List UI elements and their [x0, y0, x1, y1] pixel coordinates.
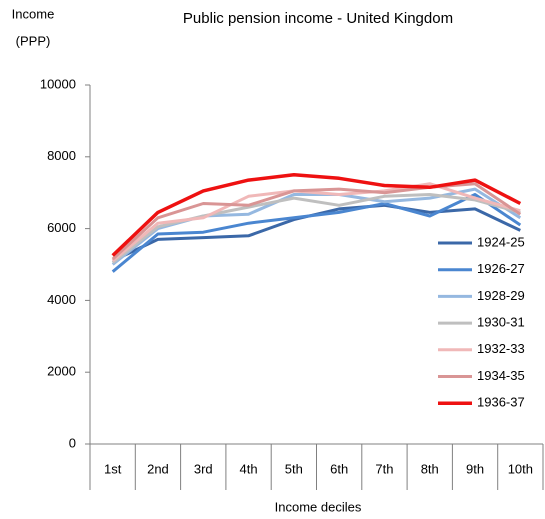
y-tick-label: 0 — [69, 435, 76, 450]
x-tick-label: 8th — [421, 461, 439, 476]
x-tick-label: 2nd — [147, 461, 169, 476]
legend-label: 1930-31 — [477, 315, 525, 330]
chart-title: Public pension income - United Kingdom — [183, 10, 453, 27]
legend-label: 1926-27 — [477, 261, 525, 276]
y-tick-label: 8000 — [47, 148, 76, 163]
x-tick-label: 6th — [330, 461, 348, 476]
legend-label: 1934-35 — [477, 368, 525, 383]
x-tick-label: 5th — [285, 461, 303, 476]
x-tick-label: 1st — [104, 461, 122, 476]
x-tick-label: 4th — [240, 461, 258, 476]
x-axis-label: Income deciles — [275, 499, 362, 514]
series-line — [111, 193, 522, 273]
x-tick-label: 10th — [508, 461, 533, 476]
legend-label: 1924-25 — [477, 234, 525, 249]
y-axis-label: (PPP) — [16, 33, 51, 48]
legend-label: 1928-29 — [477, 288, 525, 303]
y-axis-label: Income — [12, 6, 55, 21]
x-tick-label: 9th — [466, 461, 484, 476]
y-tick-label: 10000 — [40, 76, 76, 91]
x-tick-label: 7th — [375, 461, 393, 476]
y-tick-label: 2000 — [47, 364, 76, 379]
legend-label: 1936-37 — [477, 395, 525, 410]
legend-label: 1932-33 — [477, 341, 525, 356]
x-tick-label: 3rd — [194, 461, 213, 476]
series-line — [111, 173, 522, 257]
series-line — [111, 182, 521, 263]
series-line — [111, 182, 522, 261]
y-tick-label: 4000 — [47, 292, 76, 307]
y-tick-label: 6000 — [47, 220, 76, 235]
